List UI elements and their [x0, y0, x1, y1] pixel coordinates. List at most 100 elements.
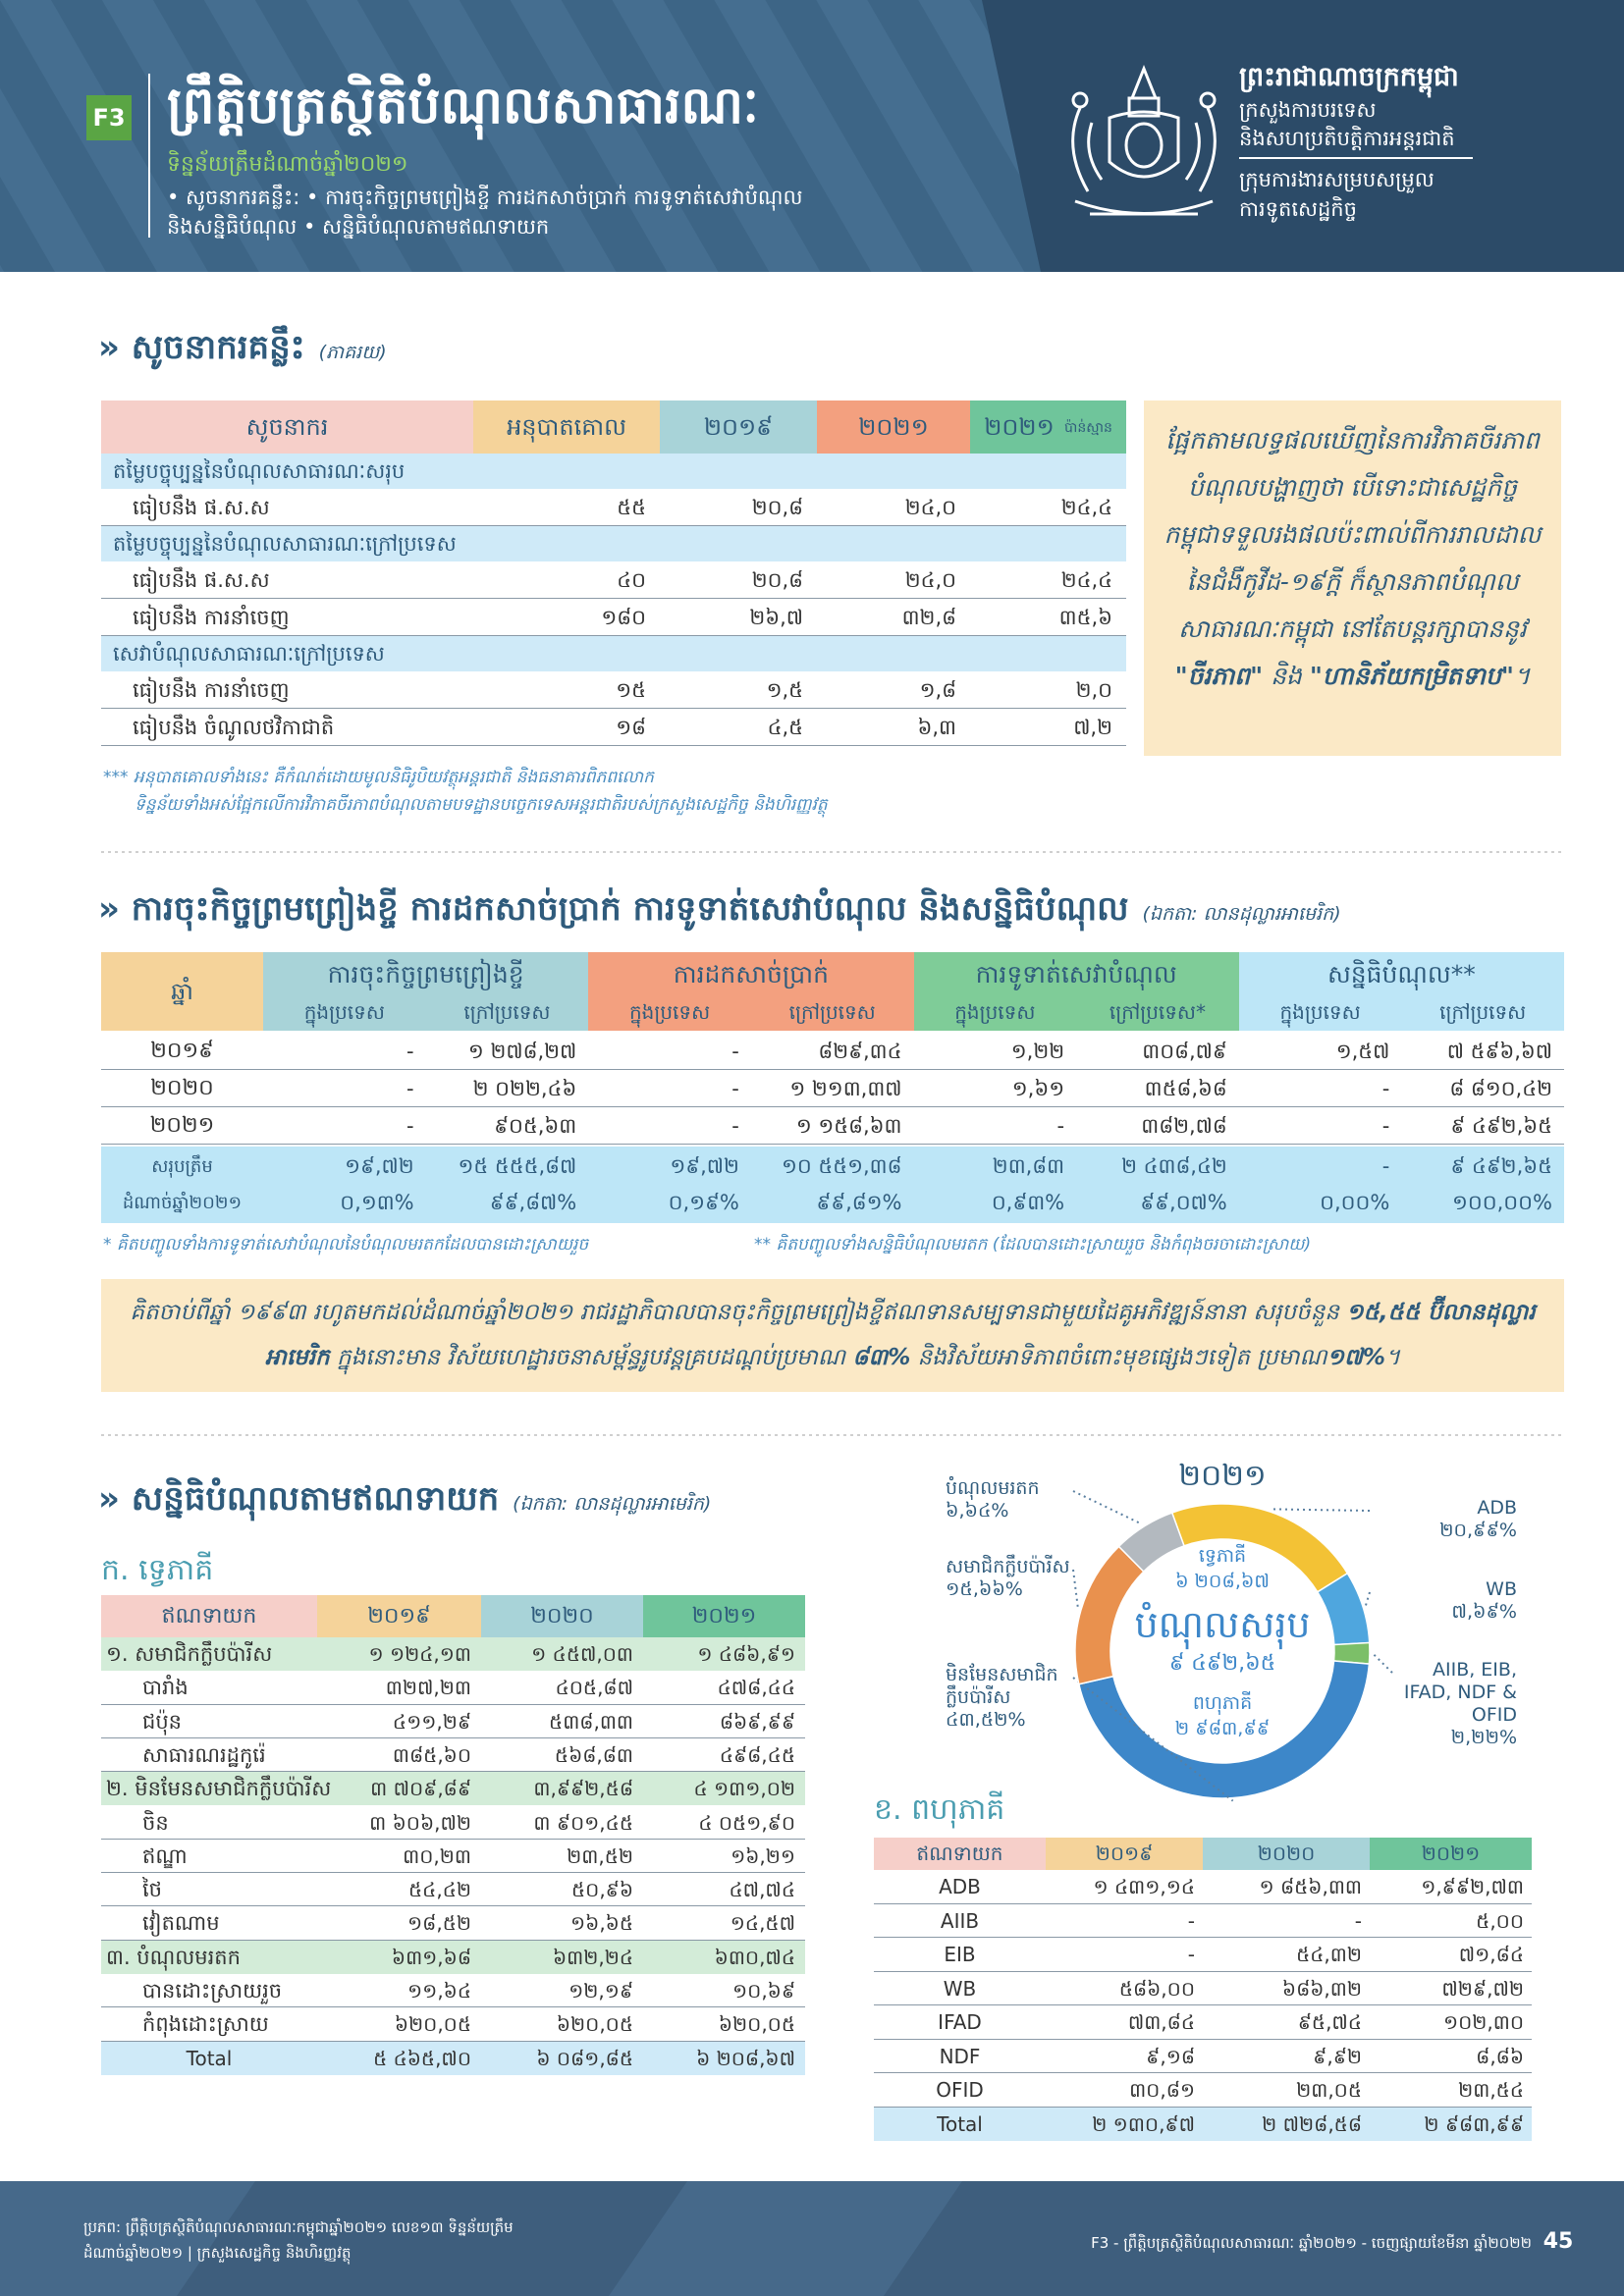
row-label: ចិន: [142, 1810, 169, 1835]
summary-box: [1144, 400, 1561, 756]
group-row: [101, 1940, 805, 1974]
total-share: ០,១៩%: [668, 1191, 739, 1214]
cell-value: ២៦,៧: [749, 606, 803, 629]
cell-value: ១៨,៥២: [407, 1911, 471, 1936]
cell-value: ៥៦៨,៨៣: [554, 1742, 633, 1767]
leader-line: [1364, 1591, 1371, 1607]
cell-value: ៨៦៩,៩៩: [719, 1709, 795, 1734]
donut-segment: [1077, 1660, 1371, 1799]
segment-label: បំណុលមរតក ៦,៦៤%: [946, 1477, 1073, 1522]
cell-value: ៦,៣: [917, 716, 957, 739]
column-header: ឆ្នាំ: [171, 978, 193, 1005]
cell-value: ៥៤,៤២: [408, 1878, 471, 1902]
row-rule: [874, 2072, 1532, 2073]
cell-value: ៣២៧,២៣: [385, 1676, 471, 1700]
cell-value: ៦២០,០៥: [394, 2012, 471, 2037]
total-row: [101, 1147, 1564, 1223]
cell-value: ១,៥៧: [1335, 1040, 1390, 1063]
cell-value: ៨,៨៦: [1476, 2044, 1524, 2068]
center-value: ៩ ៤៩២,៦៥: [1168, 1651, 1276, 1676]
cell-value: ៦២០,០៥: [718, 2012, 795, 2037]
total-share: ០,១៣%: [340, 1191, 414, 1214]
cell-value: ៩,១៨: [1146, 2044, 1195, 2068]
footnote: ទិន្នន័យទាំងអស់ផ្អែកលើការវិភាគចីរភាពបំណុ…: [135, 795, 828, 815]
cell-value: ៥៥: [617, 496, 646, 519]
row-label: WB: [943, 1976, 977, 2001]
cell-value: ១១,៦៤: [407, 1979, 471, 2002]
kingdom: ព្រះរាជាណាចក្រកម្ពុជា: [1239, 62, 1459, 92]
section-unit: (ឯកតា: លានដុល្លារអាមេរិក): [513, 1493, 712, 1515]
row-rule: [101, 708, 1126, 709]
inner-label: ពហុភាគី: [1192, 1692, 1253, 1714]
segment-value: ២,២២%: [1450, 1727, 1517, 1748]
cell-value: ៦៨៦,៣២: [1281, 1976, 1362, 2001]
total-row: [101, 2041, 805, 2075]
sub-header: ក្នុងប្រទេស: [303, 1000, 385, 1024]
inner-value: ២ ៩៨៣,៩៩: [1174, 1718, 1271, 1739]
group-row: [101, 1772, 805, 1806]
section-title: » ការចុះកិច្ចព្រមព្រៀងខ្ចី ការដកសាច់ប្រា…: [98, 887, 1341, 936]
cell-value: ៦៣១,៦៨: [391, 1945, 471, 1969]
total-value: ៩ ៤៩២,៦៥: [1450, 1154, 1552, 1178]
segment-value: ៤៣,៥២%: [946, 1709, 1026, 1731]
cell-value: ២៤,០: [904, 496, 956, 519]
cell-value: ៥៤,៣២: [1296, 1943, 1362, 1966]
cell-value: -: [1056, 1114, 1065, 1138]
cell-value: ២ ៧២៨,៥៨: [1262, 2111, 1362, 2136]
column-header: ២០២១: [858, 413, 929, 441]
badge: [86, 95, 132, 140]
header-cell: [660, 400, 817, 454]
column-header: ២០២០: [1257, 1842, 1316, 1865]
cell-value: -: [1187, 1908, 1195, 1933]
cell-value: ១ ៤៥៧,០៣: [531, 1642, 633, 1666]
summary-part: ៨៣%: [852, 1345, 911, 1370]
cell-value: ១ ២១៣,៣៧: [789, 1077, 902, 1100]
header-cell: [481, 1595, 643, 1637]
header-cell: [970, 400, 1126, 454]
column-header: ២០១៩: [367, 1604, 431, 1629]
topics: និងសន្និធិបំណុល • សន្និធិបំណុលតាមឥណទាយក: [167, 215, 550, 239]
summary-part: ១៧%: [1326, 1345, 1385, 1370]
segment-name: បំណុលមរតក: [946, 1477, 1040, 1499]
summary-part: គិតចាប់ពីឆ្នាំ ១៩៩៣ រហូតមកដល់ដំណាច់ឆ្នាំ…: [130, 1300, 1347, 1325]
cell-value: ២,០: [1075, 678, 1112, 702]
group-header: ការចុះកិច្ចព្រមព្រៀងខ្ចី: [327, 960, 524, 988]
cell-value: ៣៨២,៧៨: [1141, 1114, 1227, 1138]
summary-part: ១៥,៥៥ ប៊ីលានដុល្លារអាមេរិក: [264, 1300, 1536, 1370]
segment-value: ១៥,៦៦%: [946, 1578, 1023, 1600]
sub-header: ក្រៅប្រទេស: [463, 1000, 551, 1024]
column-header: ឥណទាយក: [916, 1842, 1003, 1865]
column-header: អនុបាតគោល: [507, 413, 626, 441]
row-rule: [101, 1144, 1564, 1145]
cell-value: ៣០៨,៧៩: [1142, 1040, 1227, 1063]
footnote: *** អនុបាតគោលទាំងនេះ គឺកំណត់ដោយមូលនិធិរូ…: [103, 768, 654, 787]
summary-part: "ចីរភាព": [1174, 662, 1264, 690]
row-rule: [101, 1872, 805, 1874]
cell-value: ៣២,៨: [901, 606, 956, 629]
cell-value: -: [406, 1040, 414, 1063]
row-rule: [101, 1939, 805, 1941]
summary-part: ។: [1513, 662, 1531, 690]
footer-source: ប្រភព: ព្រឹត្តិបត្រស្ថិតិបំណុលសាធារណៈកម្…: [83, 2218, 514, 2236]
chart-title: ២០២១: [1178, 1459, 1267, 1493]
section-title-text: » សូចនាករគន្លឹះ: [98, 328, 305, 367]
total-label: សរុបត្រឹម: [151, 1156, 213, 1177]
total-value: ១៥ ៥៥៥,៨៧: [458, 1154, 577, 1178]
header-cell: [874, 1838, 1046, 1870]
cell-value: ៥ ៤៦៥,៧០: [373, 2046, 471, 2070]
column-header: ២០១៩: [1095, 1842, 1154, 1865]
cell-value: ៤,៥: [767, 716, 803, 739]
section-unit: (ភាគរយ): [318, 342, 387, 363]
header-cell: [1046, 1838, 1203, 1870]
cell-value: ២៣,៥៤: [1458, 2078, 1524, 2102]
cell-value: ៧ ៥៩៦,៦៧: [1446, 1040, 1552, 1063]
sub-header: ក្រៅប្រទេស: [788, 1000, 876, 1024]
summary-box: [101, 1279, 1564, 1392]
cell-value: ១៨០: [601, 606, 646, 629]
segment-label: ADB ២០,៩៩%: [1370, 1497, 1517, 1542]
cell-value: ១ ១២៤,១៣: [368, 1642, 471, 1666]
subtitle: ទិន្នន័យត្រឹមដំណាច់ឆ្នាំ២០២១: [167, 152, 408, 177]
cell-value: -: [406, 1077, 414, 1100]
group-label: តម្លៃបច្ចុប្បន្ននៃបំណុលសាធារណៈសរុប: [113, 459, 406, 483]
